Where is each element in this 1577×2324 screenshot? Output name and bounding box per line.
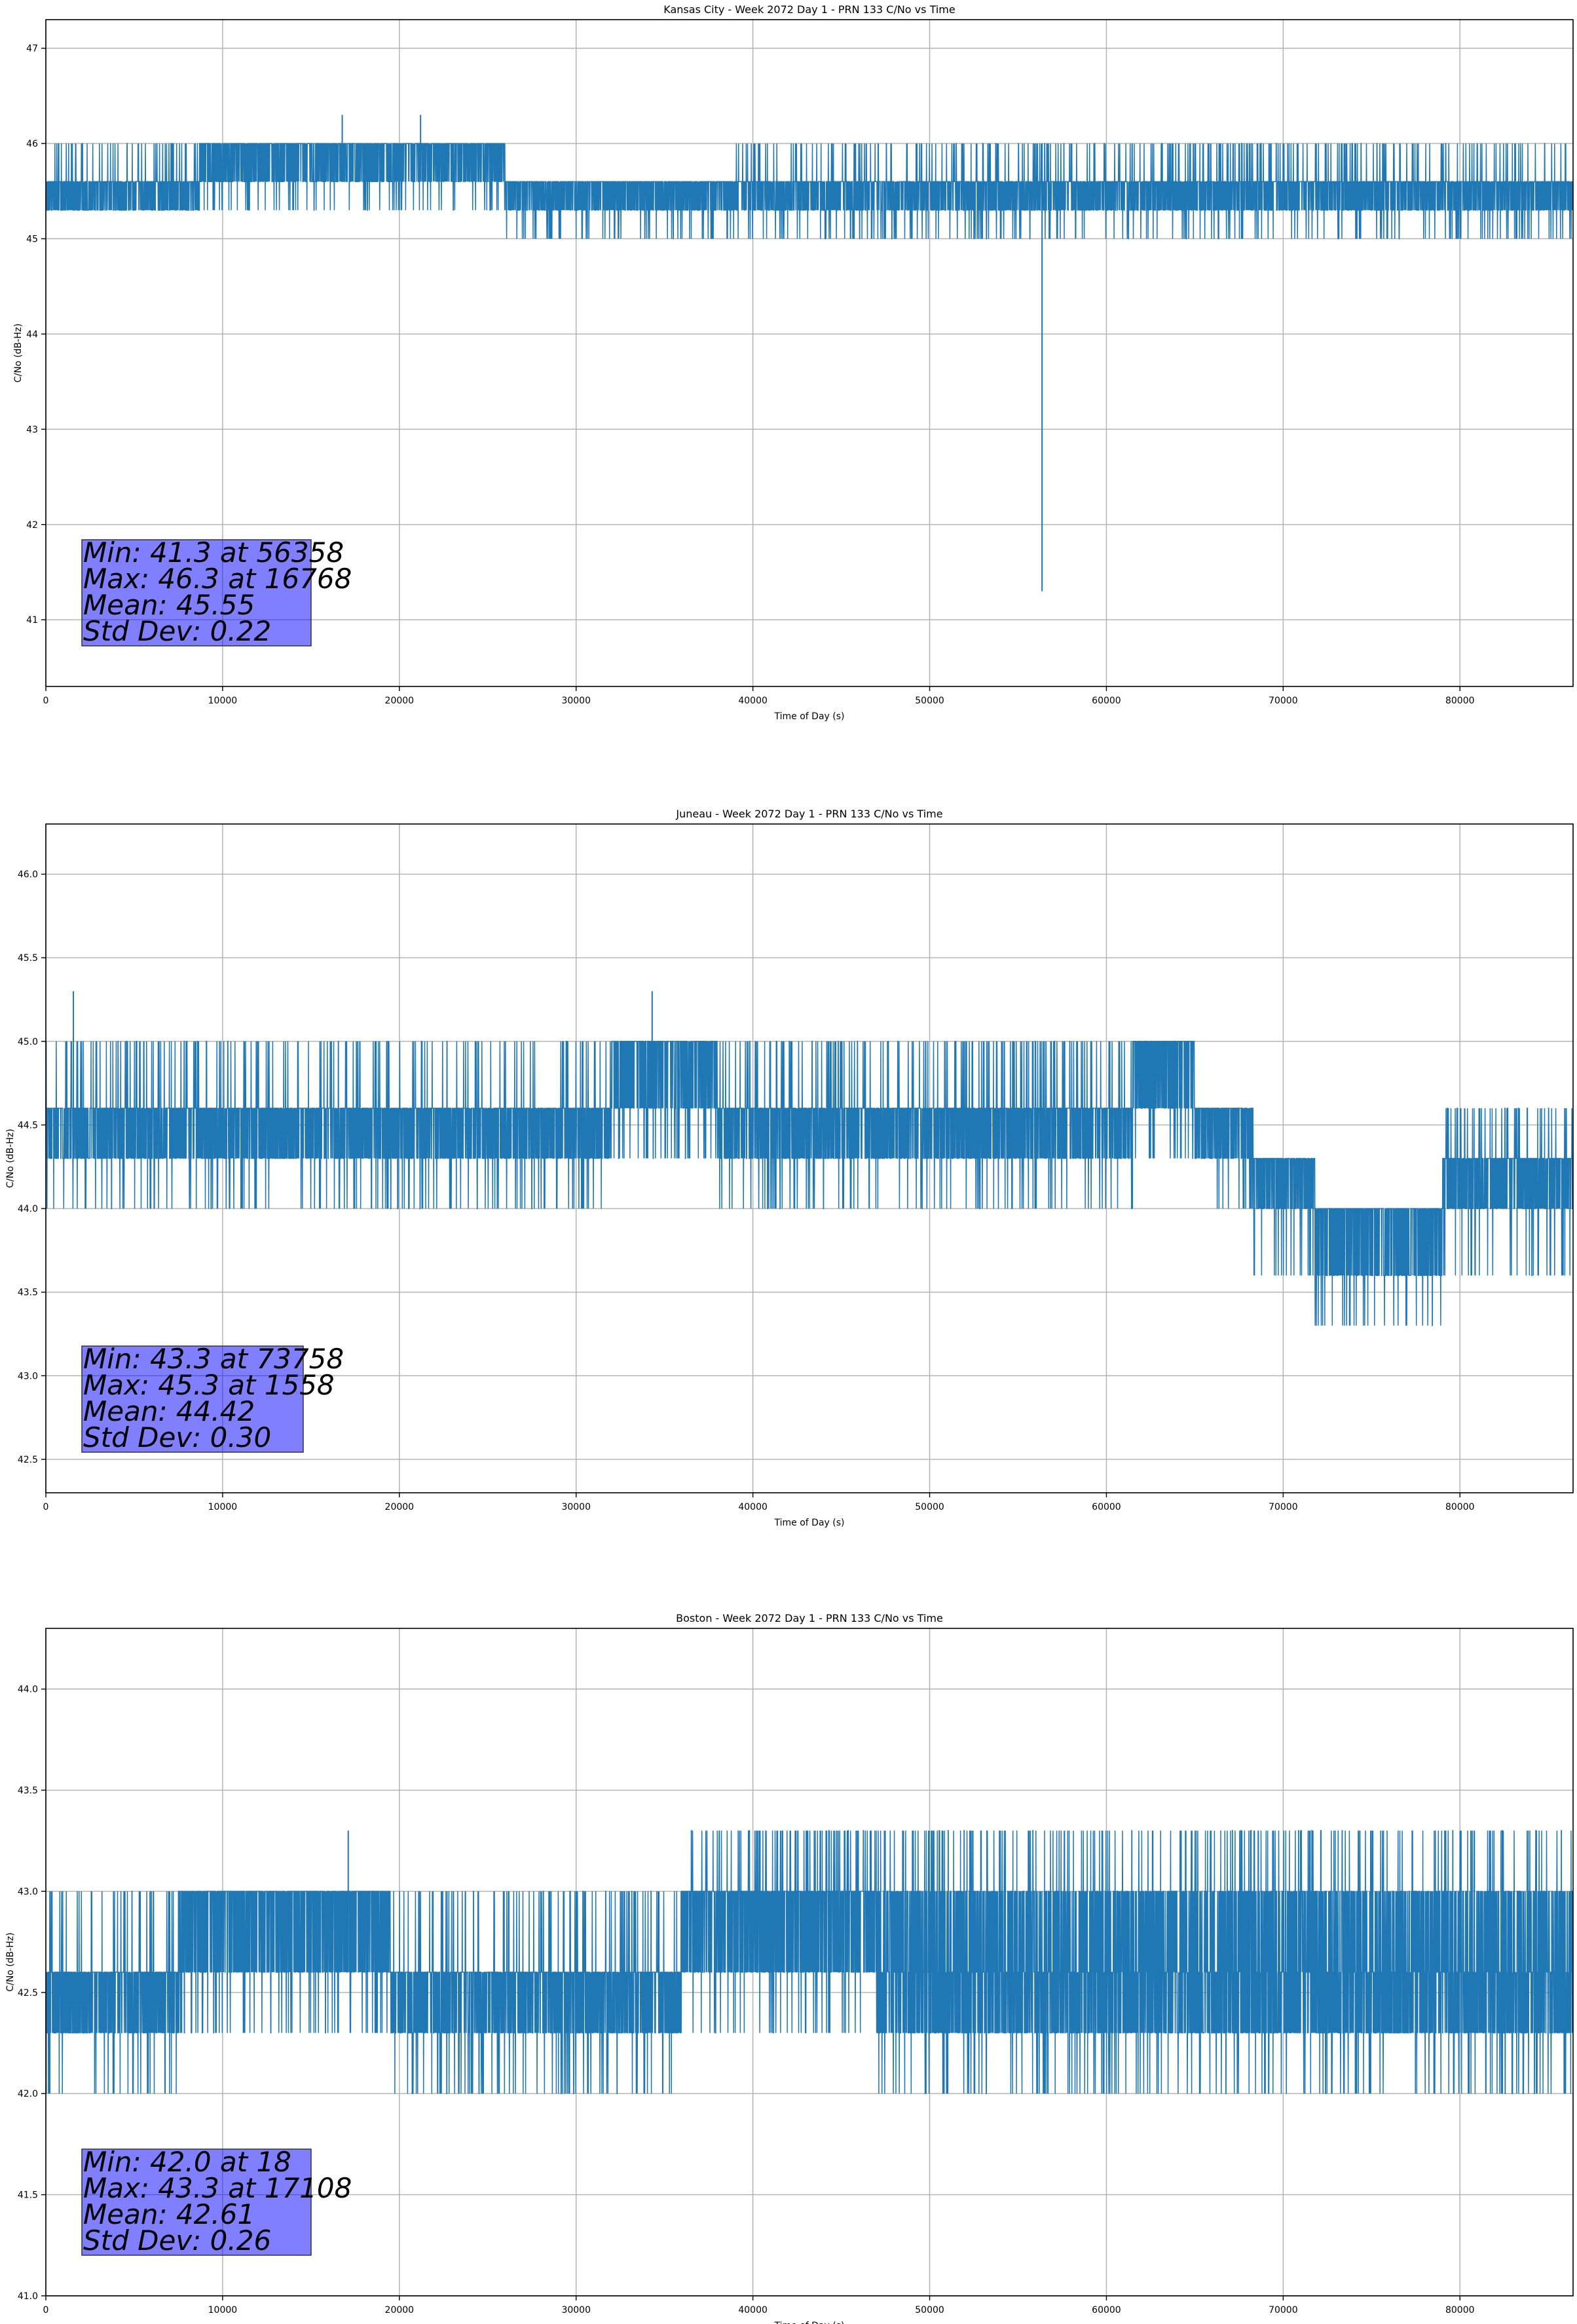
stats-std-text: Std Dev: 0.22 <box>83 615 271 647</box>
x-tick-label: 20000 <box>385 2305 415 2315</box>
x-tick-label: 20000 <box>385 1502 415 1512</box>
y-tick-label: 41.0 <box>18 2291 38 2302</box>
series-line-cno <box>45 1830 1574 2094</box>
stats-min-text: Min: 43.3 at 73758 <box>83 1343 344 1375</box>
y-tick-label: 43.0 <box>18 1886 38 1897</box>
x-tick-label: 80000 <box>1445 1502 1475 1512</box>
y-tick-label: 44.0 <box>18 1204 38 1214</box>
y-tick-label: 42.5 <box>18 1455 38 1465</box>
y-axis-label: C/No (dB-Hz) <box>13 324 24 383</box>
x-tick-label: 0 <box>43 2305 49 2315</box>
y-tick-label: 45.0 <box>18 1037 38 1047</box>
y-tick-label: 43 <box>26 424 38 435</box>
chart-title: Juneau - Week 2072 Day 1 - PRN 133 C/No … <box>675 808 942 820</box>
y-axis-label: C/No (dB-Hz) <box>5 1932 16 1991</box>
x-tick-label: 40000 <box>738 1502 768 1512</box>
chart-title: Kansas City - Week 2072 Day 1 - PRN 133 … <box>663 3 955 16</box>
stats-mean-text: Mean: 42.61 <box>83 2198 255 2230</box>
x-tick-label: 10000 <box>208 1502 238 1512</box>
y-tick-label: 46 <box>26 139 38 149</box>
y-tick-label: 43.5 <box>18 1786 38 1796</box>
y-tick-label: 41.5 <box>18 2190 38 2201</box>
y-tick-label: 43.5 <box>18 1288 38 1298</box>
y-tick-label: 43.0 <box>18 1371 38 1381</box>
x-tick-label: 40000 <box>738 2305 768 2315</box>
x-tick-label: 80000 <box>1445 696 1475 706</box>
x-tick-label: 50000 <box>915 696 944 706</box>
series-line-cno <box>45 143 1574 240</box>
x-tick-label: 30000 <box>561 696 591 706</box>
x-tick-label: 50000 <box>915 2305 944 2315</box>
x-tick-label: 40000 <box>738 696 768 706</box>
y-tick-label: 41 <box>26 615 38 626</box>
y-tick-label: 42.5 <box>18 1988 38 1998</box>
y-tick-label: 46.0 <box>18 870 38 880</box>
chart-title: Boston - Week 2072 Day 1 - PRN 133 C/No … <box>676 1612 943 1624</box>
x-tick-label: 50000 <box>915 1502 944 1512</box>
stats-box <box>81 2148 312 2256</box>
y-tick-label: 45 <box>26 234 38 244</box>
y-tick-label: 45.5 <box>18 953 38 964</box>
stats-std-text: Std Dev: 0.26 <box>83 2224 271 2257</box>
x-tick-label: 0 <box>43 1502 49 1512</box>
y-tick-label: 44.5 <box>18 1120 38 1131</box>
stats-max-text: Max: 46.3 at 16768 <box>83 563 352 595</box>
x-tick-label: 0 <box>43 696 49 706</box>
stats-min-text: Min: 42.0 at 18 <box>83 2146 291 2178</box>
series-line-cno <box>45 1041 1574 1326</box>
stats-box <box>81 1345 304 1453</box>
stats-min-text: Min: 41.3 at 56358 <box>83 536 344 569</box>
x-axis-label: Time of Day (s) <box>774 2321 845 2324</box>
axes-frame <box>45 823 1574 1493</box>
axes-frame <box>45 19 1574 687</box>
x-tick-label: 70000 <box>1269 1502 1298 1512</box>
chart-panel-3: 0 10000 20000 30000 40000 50000 60000 70000 8000… <box>5 1612 1574 2324</box>
y-tick-label: 44 <box>26 329 38 340</box>
y-tick-label: 42 <box>26 520 38 531</box>
stats-mean-text: Mean: 45.55 <box>83 589 255 621</box>
x-tick-label: 80000 <box>1445 2305 1475 2315</box>
stats-max-text: Max: 45.3 at 1558 <box>83 1369 335 1401</box>
x-tick-label: 60000 <box>1092 2305 1121 2315</box>
chart-panel-1: 0 10000 20000 30000 40000 50000 60000 70000 8000… <box>13 3 1574 722</box>
stats-box <box>81 539 312 647</box>
x-tick-label: 60000 <box>1092 696 1121 706</box>
x-tick-label: 10000 <box>208 2305 238 2315</box>
stats-mean-text: Mean: 44.42 <box>83 1395 255 1427</box>
x-tick-label: 70000 <box>1269 2305 1298 2315</box>
x-tick-label: 20000 <box>385 696 415 706</box>
x-tick-label: 10000 <box>208 696 238 706</box>
y-tick-label: 44.0 <box>18 1685 38 1695</box>
x-tick-label: 70000 <box>1269 696 1298 706</box>
y-axis-label: C/No (dB-Hz) <box>5 1129 16 1188</box>
stats-max-text: Max: 43.3 at 17108 <box>83 2172 352 2204</box>
x-axis-label: Time of Day (s) <box>774 1518 845 1528</box>
stats-std-text: Std Dev: 0.30 <box>83 1421 271 1453</box>
x-tick-label: 30000 <box>561 2305 591 2315</box>
axes-frame <box>45 1628 1574 2296</box>
y-tick-label: 42.0 <box>18 2089 38 2099</box>
x-tick-label: 60000 <box>1092 1502 1121 1512</box>
y-tick-label: 47 <box>26 44 38 54</box>
x-axis-label: Time of Day (s) <box>774 711 845 722</box>
x-tick-label: 30000 <box>561 1502 591 1512</box>
chart-panel-2: 0 10000 20000 30000 40000 50000 60000 70000 8000… <box>5 808 1574 1528</box>
